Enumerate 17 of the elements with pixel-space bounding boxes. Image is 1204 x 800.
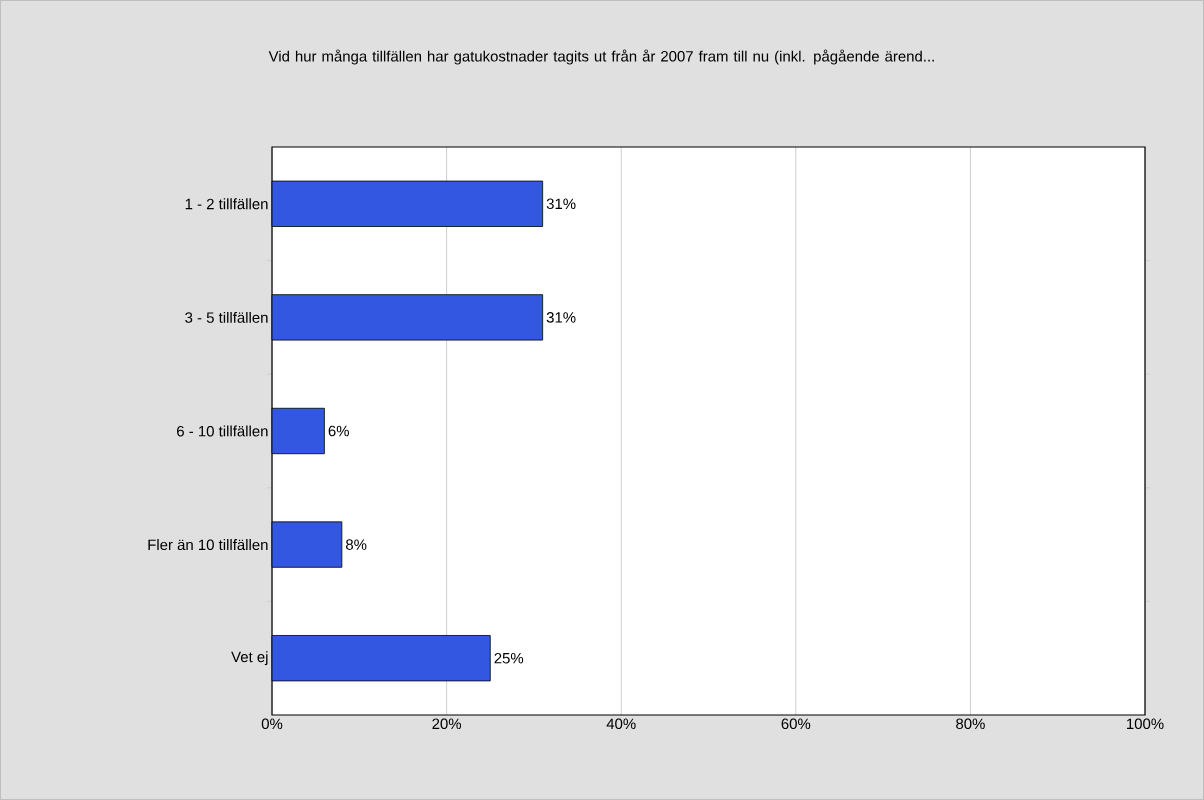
x-tick-label: 0% — [261, 718, 283, 730]
y-tick-label: Fler än 10 tillfällen — [148, 539, 268, 551]
data-label: 31% — [546, 312, 576, 323]
y-tick-label: 6 - 10 tillfällen — [177, 425, 268, 437]
y-tick-label: 1 - 2 tillfällen — [185, 198, 268, 210]
x-tick-label: 80% — [956, 718, 985, 730]
x-tick-label: 40% — [606, 718, 636, 730]
data-label: 6% — [328, 425, 349, 437]
x-tick-label: 100% — [1127, 718, 1164, 730]
data-label: 31% — [546, 198, 576, 210]
data-label: 8% — [346, 539, 367, 550]
chart-title: Vid hur många tillfällen har gatukostnader tagits ut från år 2007 fram till nu (inkl. pågående ärend... — [268, 49, 934, 65]
y-tick-label: 3 - 5 tillfällen — [185, 311, 268, 323]
x-tick-label: 60% — [781, 718, 811, 730]
data-label: 25% — [494, 652, 524, 664]
x-tick-label: 20% — [432, 718, 462, 730]
y-tick-label: Vet ej — [231, 651, 268, 666]
